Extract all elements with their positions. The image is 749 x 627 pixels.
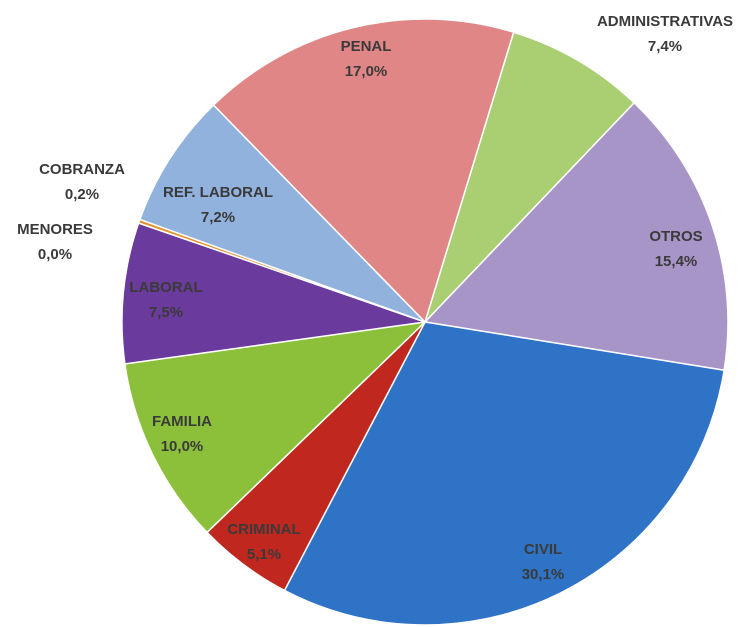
slice-label: COBRANZA <box>39 161 125 178</box>
slice-value: 30,1% <box>522 566 565 583</box>
pie-slice <box>424 31 636 323</box>
slice-value: 7,5% <box>149 304 183 321</box>
slice-label: REF. LABORAL <box>163 184 273 201</box>
pie-slice <box>283 321 725 626</box>
pie-slice <box>121 222 426 365</box>
slice-label: LABORAL <box>129 279 202 296</box>
slice-label: FAMILIA <box>152 413 212 430</box>
slice-value: 5,1% <box>247 546 281 563</box>
slice-label: MENORES <box>17 221 93 238</box>
slice-value: 15,4% <box>655 253 698 270</box>
slice-value: 0,0% <box>38 246 72 263</box>
slice-value: 7,2% <box>201 209 235 226</box>
slice-label: CIVIL <box>524 541 562 558</box>
slice-label: OTROS <box>649 228 702 245</box>
slice-label: ADMINISTRATIVAS <box>597 13 733 30</box>
slice-value: 7,4% <box>648 38 682 55</box>
slice-value: 0,2% <box>65 186 99 203</box>
pie-slice <box>138 103 426 323</box>
slice-label: PENAL <box>341 38 392 55</box>
slice-value: 10,0% <box>161 438 204 455</box>
slice-value: 17,0% <box>345 63 388 80</box>
pie-slice <box>124 320 428 534</box>
pie-slice <box>212 18 515 324</box>
pie-slice <box>423 101 729 372</box>
slice-label: CRIMINAL <box>227 521 300 538</box>
